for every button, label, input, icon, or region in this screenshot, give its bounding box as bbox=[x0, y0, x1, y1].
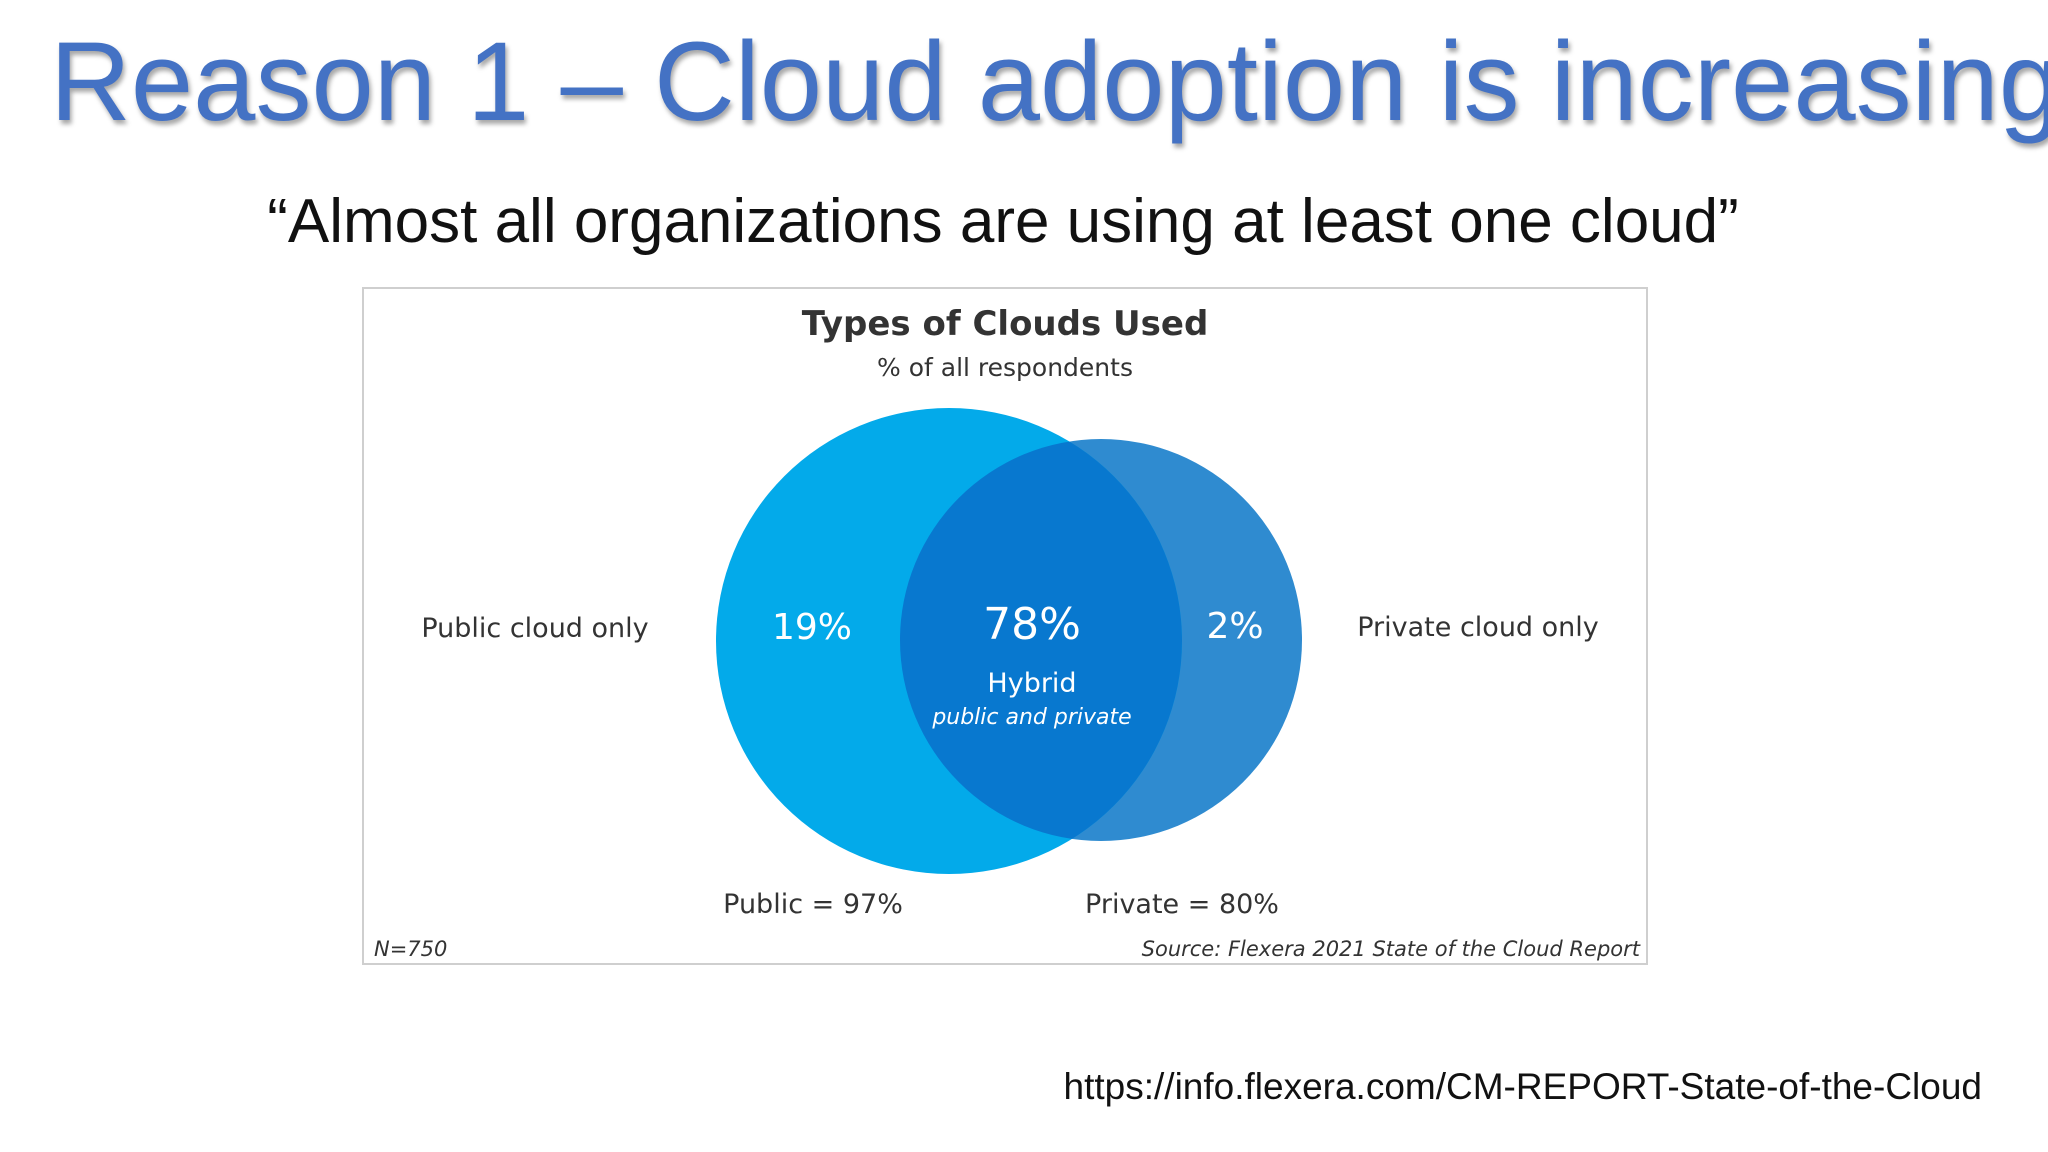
source-url: https://info.flexera.com/CM-REPORT-State… bbox=[1063, 1066, 1982, 1107]
hybrid-value: 78% bbox=[983, 599, 1081, 650]
sample-size-note: N=750 bbox=[374, 937, 447, 961]
figure-title: Types of Clouds Used bbox=[802, 304, 1209, 344]
hybrid-overlap-region bbox=[900, 439, 1182, 841]
venn-diagram: Types of Clouds Used % of all respondent… bbox=[374, 304, 1641, 961]
venn-figure: Types of Clouds Used % of all respondent… bbox=[362, 287, 1648, 965]
private-total-label: Private = 80% bbox=[1085, 889, 1279, 920]
private-only-value: 2% bbox=[1206, 606, 1263, 647]
hybrid-label: Hybrid bbox=[987, 668, 1076, 699]
quote-text: “Almost all organizations are using at l… bbox=[267, 187, 1739, 256]
figure-subtitle: % of all respondents bbox=[877, 353, 1133, 382]
private-only-label: Private cloud only bbox=[1357, 612, 1599, 643]
public-total-label: Public = 97% bbox=[723, 889, 903, 920]
public-only-label: Public cloud only bbox=[421, 613, 648, 644]
slide-title: Reason 1 – Cloud adoption is increasing bbox=[50, 19, 2048, 144]
hybrid-sublabel: public and private bbox=[931, 705, 1131, 730]
public-only-value: 19% bbox=[772, 607, 852, 648]
source-note: Source: Flexera 2021 State of the Cloud … bbox=[1142, 937, 1641, 961]
